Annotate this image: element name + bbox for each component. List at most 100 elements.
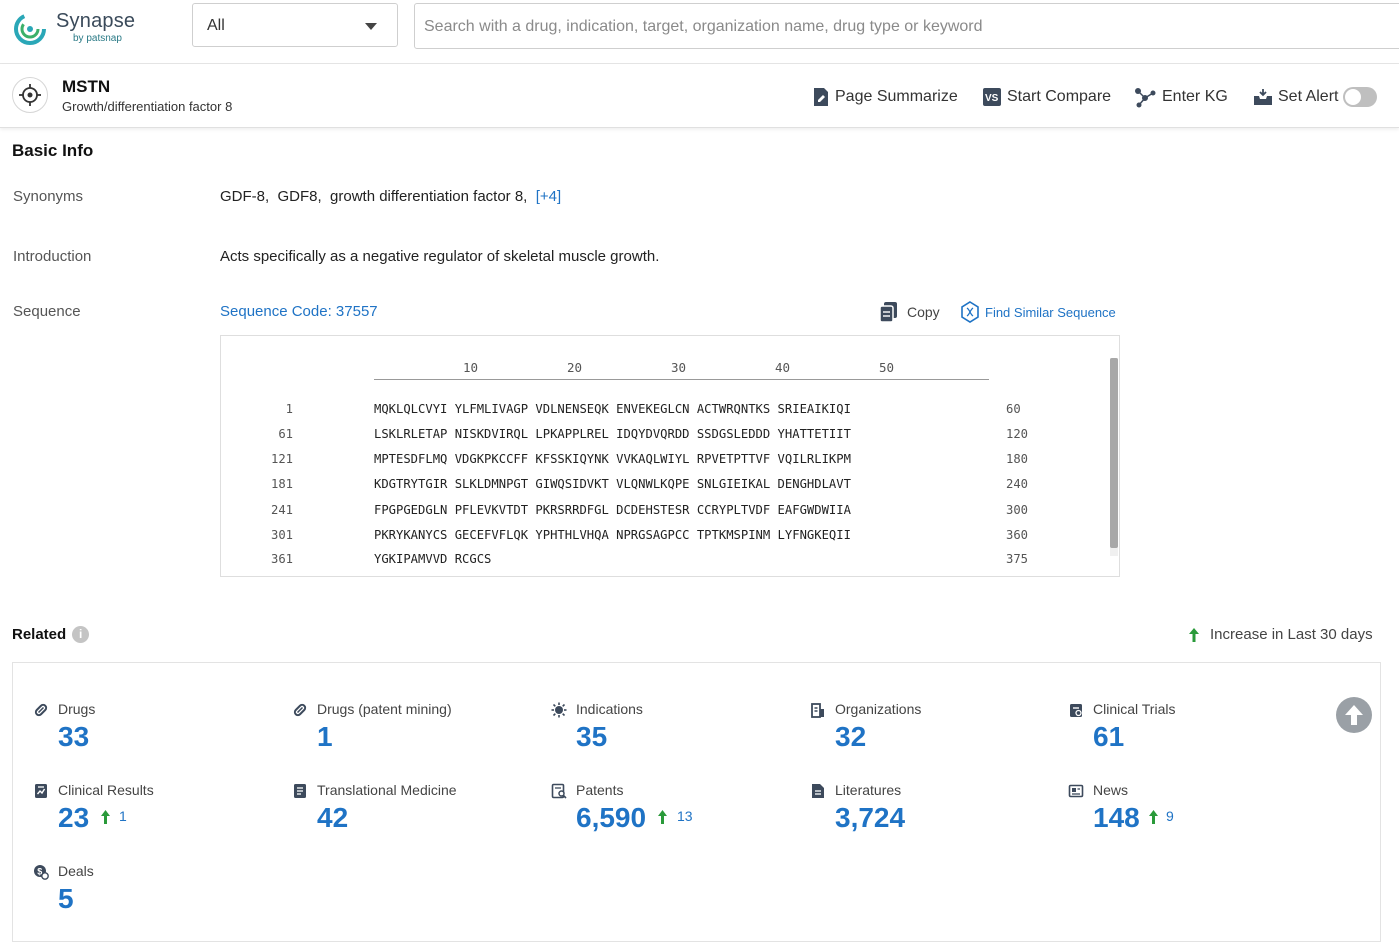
svg-text:VS: VS xyxy=(985,93,999,104)
page-summarize-button[interactable]: Page Summarize xyxy=(812,86,958,108)
document-list-icon xyxy=(292,783,308,799)
increase-arrow-icon xyxy=(100,809,111,825)
row-sequence: LSKLRLETAP NISKDVIRQL LPKAPPLREL IDQYDVQ… xyxy=(374,427,851,441)
stat-translational-medicine[interactable]: Translational Medicine 42 xyxy=(292,782,532,852)
synonyms-value: GDF-8, GDF8, growth differentiation fact… xyxy=(220,188,561,205)
stat-deals[interactable]: $ Deals 5 xyxy=(33,863,273,933)
target-symbol: MSTN xyxy=(62,77,110,97)
stat-label: News xyxy=(1093,782,1128,798)
ruler-tick: 40 xyxy=(775,360,790,375)
find-similar-sequence-button[interactable]: Find Similar Sequence xyxy=(960,301,1116,323)
stat-organizations[interactable]: Organizations 32 xyxy=(810,701,1050,771)
row-end: 360 xyxy=(1006,528,1028,542)
sequence-row: 181 KDGTRYTGIR SLKLDMNPGT GIWQSIDVKT VLQ… xyxy=(221,477,1061,497)
stat-indications[interactable]: Indications 35 xyxy=(551,701,791,771)
stat-increase: 9 xyxy=(1166,808,1174,824)
increase-arrow-icon xyxy=(1148,809,1159,825)
search-box[interactable] xyxy=(414,3,1399,49)
sequence-label: Sequence xyxy=(13,303,81,320)
target-icon xyxy=(12,77,48,113)
start-compare-button[interactable]: VS Start Compare xyxy=(982,86,1111,108)
stat-clinical-trials[interactable]: Clinical Trials 61 xyxy=(1068,701,1308,771)
stat-drugs-patent-mining[interactable]: Drugs (patent mining) 1 xyxy=(292,701,532,771)
stat-label: Drugs xyxy=(58,701,95,717)
row-end: 60 xyxy=(1006,402,1021,416)
stat-label: Patents xyxy=(576,782,623,798)
pill-icon xyxy=(33,702,49,718)
stat-value: 33 xyxy=(58,721,89,753)
row-sequence: PKRYKANYCS GECEFVFLQK YPHTHLVHQA NPRGSAG… xyxy=(374,528,851,542)
row-start: 361 xyxy=(271,552,293,566)
ruler-tick: 10 xyxy=(463,360,478,375)
sequence-viewer[interactable]: 10 20 30 40 50 1 MQKLQLCVYI YLFMLIVAGP V… xyxy=(220,335,1120,577)
sequence-code-link[interactable]: Sequence Code: 37557 xyxy=(220,303,378,320)
up-arrow-icon xyxy=(1188,627,1200,643)
sequence-row: 301 PKRYKANYCS GECEFVFLQK YPHTHLVHQA NPR… xyxy=(221,528,1061,548)
copy-button[interactable]: Copy xyxy=(879,301,940,323)
synapse-logo[interactable]: Synapse by patsnap xyxy=(11,10,136,50)
stat-drugs[interactable]: Drugs 33 xyxy=(33,701,273,771)
stat-value: 32 xyxy=(835,721,866,753)
row-end: 300 xyxy=(1006,503,1028,517)
introduction-value: Acts specifically as a negative regulato… xyxy=(220,248,659,265)
newspaper-icon xyxy=(1068,783,1084,799)
row-start: 181 xyxy=(271,477,293,491)
ruler-tick: 20 xyxy=(567,360,582,375)
row-end: 375 xyxy=(1006,552,1028,566)
related-header: Related i xyxy=(12,626,89,643)
stat-value: 6,590 xyxy=(576,802,646,834)
stat-label: Literatures xyxy=(835,782,901,798)
info-icon[interactable]: i xyxy=(72,626,89,643)
target-header: MSTN Growth/differentiation factor 8 Pag… xyxy=(0,64,1399,128)
row-end: 180 xyxy=(1006,452,1028,466)
top-bar: Synapse by patsnap All xyxy=(0,0,1399,64)
stat-label: Clinical Trials xyxy=(1093,701,1175,717)
increase-arrow-icon xyxy=(657,809,668,825)
dna-search-icon xyxy=(960,301,980,323)
building-icon xyxy=(810,702,826,718)
stat-label: Drugs (patent mining) xyxy=(317,701,452,717)
introduction-label: Introduction xyxy=(13,248,91,265)
synonyms-text: GDF-8, GDF8, growth differentiation fact… xyxy=(220,188,527,205)
synonyms-more-link[interactable]: [+4] xyxy=(536,188,561,205)
stat-literatures[interactable]: Literatures 3,724 xyxy=(810,782,1050,852)
stat-value: 35 xyxy=(576,721,607,753)
sequence-scrollbar-thumb[interactable] xyxy=(1110,358,1118,548)
deal-icon: $ xyxy=(33,864,49,880)
stat-clinical-results[interactable]: Clinical Results 23 1 xyxy=(33,782,273,852)
row-sequence: KDGTRYTGIR SLKLDMNPGT GIWQSIDVKT VLQNWLK… xyxy=(374,477,851,491)
row-sequence: FPGPGEDGLN PFLEVKVTDT PKRSRRDFGL DCDEHST… xyxy=(374,503,851,517)
increase-legend-label: Increase in Last 30 days xyxy=(1210,626,1373,643)
stat-increase: 1 xyxy=(119,808,127,824)
stat-value: 1 xyxy=(317,721,333,753)
stat-patents[interactable]: Patents 6,590 13 xyxy=(551,782,791,852)
stat-news[interactable]: News 148 9 xyxy=(1068,782,1308,852)
ruler-tick: 30 xyxy=(671,360,686,375)
search-scope-value: All xyxy=(207,17,225,35)
document-edit-icon xyxy=(812,87,830,107)
search-scope-select[interactable]: All xyxy=(192,3,398,47)
scroll-to-top-button[interactable] xyxy=(1336,697,1372,733)
copy-label: Copy xyxy=(907,304,940,320)
page-summarize-label: Page Summarize xyxy=(835,88,958,106)
stat-value: 148 xyxy=(1093,802,1140,834)
stat-value: 42 xyxy=(317,802,348,834)
stat-label: Indications xyxy=(576,701,643,717)
row-sequence: YGKIPAMVVD RCGCS xyxy=(374,552,491,566)
enter-kg-label: Enter KG xyxy=(1162,88,1228,106)
arrow-up-icon xyxy=(1336,697,1372,733)
sequence-row: 61 LSKLRLETAP NISKDVIRQL LPKAPPLREL IDQY… xyxy=(221,427,1061,447)
set-alert-toggle[interactable] xyxy=(1343,87,1377,107)
row-start: 1 xyxy=(286,402,293,416)
stat-value: 61 xyxy=(1093,721,1124,753)
vs-icon: VS xyxy=(982,87,1002,107)
search-input[interactable] xyxy=(415,4,1365,50)
set-alert-control[interactable]: Set Alert xyxy=(1253,86,1377,108)
row-end: 240 xyxy=(1006,477,1028,491)
clipboard-icon xyxy=(1068,702,1084,718)
stat-value: 5 xyxy=(58,883,74,915)
row-sequence: MQKLQLCVYI YLFMLIVAGP VDLNENSEQK ENVEKEG… xyxy=(374,402,851,416)
row-start: 301 xyxy=(271,528,293,542)
sequence-row: 1 MQKLQLCVYI YLFMLIVAGP VDLNENSEQK ENVEK… xyxy=(221,402,1061,422)
enter-kg-button[interactable]: Enter KG xyxy=(1133,86,1228,108)
